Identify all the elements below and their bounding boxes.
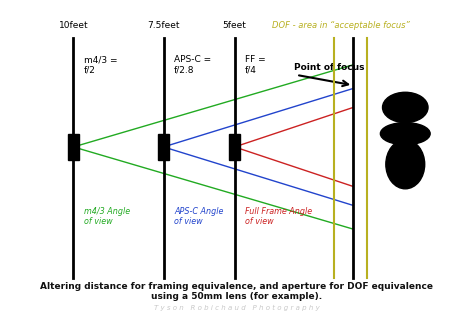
Ellipse shape: [380, 123, 430, 145]
Ellipse shape: [386, 140, 425, 189]
Text: 10feet: 10feet: [59, 21, 88, 29]
Circle shape: [383, 92, 428, 123]
Text: FF =
f/4: FF = f/4: [245, 55, 266, 75]
Text: T y s o n   R o b i c h a u d   P h o t o g r a p h y: T y s o n R o b i c h a u d P h o t o g …: [154, 305, 320, 311]
Text: 7.5feet: 7.5feet: [147, 21, 180, 29]
Text: Full Frame Angle
of view: Full Frame Angle of view: [245, 207, 312, 226]
Bar: [229, 134, 240, 160]
Text: m4/3 Angle
of view: m4/3 Angle of view: [84, 207, 130, 226]
Text: APS-C =
f/2.8: APS-C = f/2.8: [174, 55, 211, 75]
Text: m4/3 =
f/2: m4/3 = f/2: [84, 55, 118, 75]
Text: Altering distance for framing equivalence, and aperture for DOF equivalence
usin: Altering distance for framing equivalenc…: [40, 282, 434, 301]
Bar: [68, 134, 79, 160]
Text: Point of focus: Point of focus: [294, 63, 365, 72]
Text: 5feet: 5feet: [223, 21, 246, 29]
Bar: [158, 134, 169, 160]
Text: DOF - area in “acceptable focus”: DOF - area in “acceptable focus”: [273, 21, 410, 29]
Text: APS-C Angle
of view: APS-C Angle of view: [174, 207, 223, 226]
